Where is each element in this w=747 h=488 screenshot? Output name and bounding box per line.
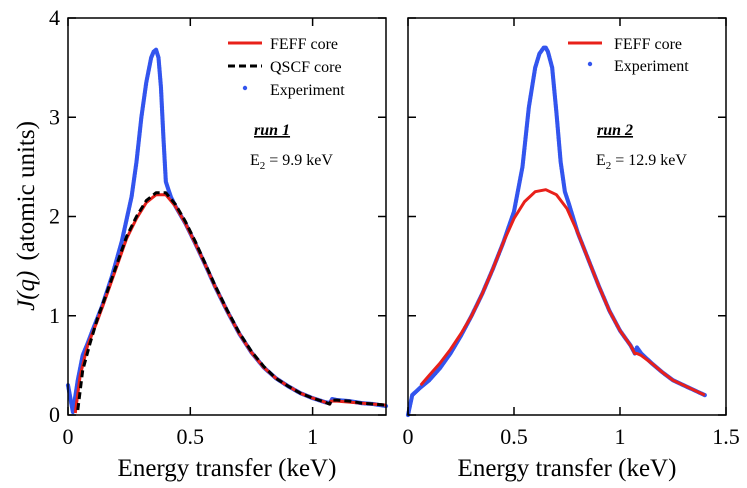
panel-2-legend-feff-label: FEFF core	[614, 36, 682, 53]
y-tick-label-0: 0	[49, 402, 60, 427]
panel-1-energy-sub: 2	[260, 160, 266, 172]
panel-2-energy-prefix: E	[596, 152, 606, 169]
panel-1-legend-exp-label: Experiment	[270, 82, 345, 99]
y-tick-label-3: 3	[49, 104, 60, 129]
panel-2-xtick-label-3: 1.5	[712, 424, 740, 449]
y-axis-label-main: J(q)	[13, 271, 40, 311]
panel-1-legend: FEFF core QSCF core Experiment	[228, 36, 345, 99]
panel-2-series-layer	[405, 45, 707, 418]
y-axis-label: J(q) (atomic units)	[13, 121, 40, 311]
panel-2-energy-sub: 2	[606, 160, 612, 172]
panel-1-legend-exp-marker	[242, 85, 248, 91]
y-tick-label-1: 1	[49, 303, 60, 328]
y-axis-label-units: (atomic units)	[13, 121, 40, 261]
y-tick-label-2: 2	[49, 204, 60, 229]
panel-2-ticks: 0 0.5 1 1.5	[403, 17, 740, 449]
panel-1-xlabel: Energy transfer (keV)	[118, 455, 337, 482]
panel-2-xtick-label-0: 0	[403, 424, 414, 449]
panel-2-frame	[407, 17, 727, 416]
panel-1-ticks: 0 1 2 3 4 0 0.5 1	[49, 5, 386, 449]
panel-1-xtick-label-1: 0.5	[177, 424, 205, 449]
panel-1-legend-qscf-label: QSCF core	[270, 59, 342, 76]
y-tick-label-4: 4	[49, 5, 60, 30]
panel-1-energy-label: E2 = 9.9 keV	[250, 152, 333, 172]
panel-1-series-layer	[65, 47, 389, 415]
panel-2-legend-exp-label: Experiment	[614, 58, 689, 75]
panel-2-legend: FEFF core Experiment	[568, 36, 689, 75]
panel-1-frame	[67, 17, 387, 416]
panel-1-qscf-line	[76, 191, 387, 411]
panel-2-xtick-label-1: 0.5	[500, 424, 528, 449]
panel-2-energy-value: = 12.9 keV	[611, 152, 687, 169]
panel-1-energy-value: = 9.9 keV	[265, 152, 333, 169]
panel-2-xlabel: Energy transfer (keV)	[458, 455, 677, 482]
panel-1-xtick-label-0: 0	[63, 424, 74, 449]
panel-2-xtick-label-2: 1	[615, 424, 626, 449]
panel-2-energy-label: E2 = 12.9 keV	[596, 152, 687, 172]
panel-1-experiment-points	[65, 47, 389, 415]
panel-2-experiment-points	[405, 45, 707, 418]
panel-1-feff-line	[73, 193, 387, 414]
panel-1-legend-feff-label: FEFF core	[270, 36, 338, 53]
panel-1-energy-prefix: E	[250, 152, 260, 169]
panel-2-run-label: run 2	[597, 122, 633, 139]
panel-2-feff-line	[419, 188, 706, 397]
panel-1-xtick-label-2: 1	[307, 424, 318, 449]
panel-1-run-label: run 1	[254, 122, 290, 139]
panel-run-1: 0 1 2 3 4 0 0.5 1 Energy transfer (keV) FEFF co…	[49, 5, 389, 482]
panel-run-2: 0 0.5 1 1.5 Energy transfer (keV) FEFF core…	[403, 17, 740, 482]
panel-2-legend-exp-marker	[587, 61, 593, 67]
